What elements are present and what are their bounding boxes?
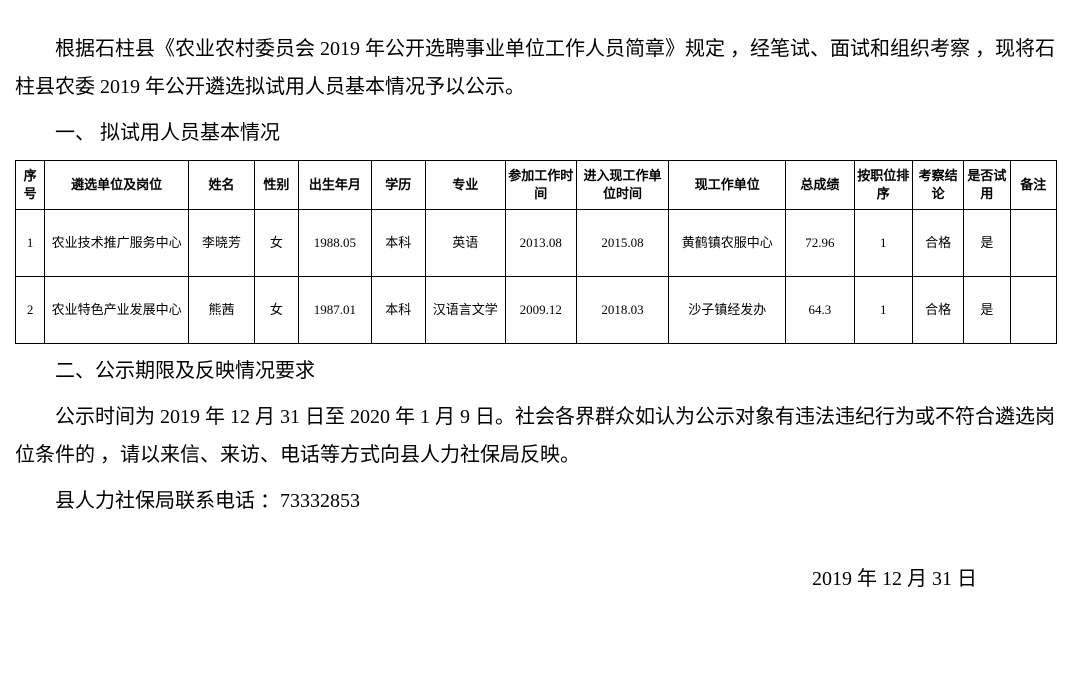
table-cell: 72.96 [786,210,854,277]
contact-phone: 县人力社保局联系电话 ：73332853 [15,482,1057,520]
table-header: 出生年月 [298,161,371,210]
publish-date: 2019 年 12 月 31 日 [15,560,1057,598]
table-cell: 1988.05 [298,210,371,277]
table-cell: 汉语言文学 [425,277,505,344]
table-header: 备注 [1010,161,1056,210]
table-row: 1农业技术推广服务中心李晓芳女1988.05本科英语2013.082015.08… [16,210,1057,277]
table-header: 按职位排序 [854,161,913,210]
table-cell: 2013.08 [505,210,576,277]
section-2-heading: 二、公示期限及反映情况要求 [15,352,1057,390]
table-cell: 1 [854,210,913,277]
table-cell: 沙子镇经发办 [669,277,786,344]
table-header: 参加工作时间 [505,161,576,210]
table-cell: 本科 [371,277,425,344]
table-header: 现工作单位 [669,161,786,210]
table-row: 2农业特色产业发展中心熊茜女1987.01本科汉语言文学2009.122018.… [16,277,1057,344]
table-cell: 合格 [913,277,964,344]
section-1-heading: 一、 拟试用人员基本情况 [15,114,1057,152]
table-cell: 女 [254,210,298,277]
table-cell: 熊茜 [189,277,255,344]
table-header: 学历 [371,161,425,210]
notice-period-paragraph: 公示时间为 2019 年 12 月 31 日至 2020 年 1 月 9 日。社… [15,398,1057,474]
table-header: 姓名 [189,161,255,210]
table-cell [1010,210,1056,277]
table-cell: 1 [16,210,45,277]
table-cell: 64.3 [786,277,854,344]
table-cell: 农业技术推广服务中心 [45,210,189,277]
table-header: 是否试用 [964,161,1010,210]
table-header: 总成绩 [786,161,854,210]
table-cell: 本科 [371,210,425,277]
table-cell: 1987.01 [298,277,371,344]
table-cell: 2 [16,277,45,344]
table-header: 遴选单位及岗位 [45,161,189,210]
table-cell [1010,277,1056,344]
table-cell: 1 [854,277,913,344]
table-header: 专业 [425,161,505,210]
table-header: 序号 [16,161,45,210]
table-header: 性别 [254,161,298,210]
table-cell: 英语 [425,210,505,277]
table-cell: 黄鹤镇农服中心 [669,210,786,277]
personnel-table: 序号遴选单位及岗位姓名性别出生年月学历专业参加工作时间进入现工作单位时间现工作单… [15,160,1057,344]
intro-paragraph: 根据石柱县《农业农村委员会 2019 年公开选聘事业单位工作人员简章》规定 ，经… [15,30,1057,106]
table-header: 进入现工作单位时间 [576,161,669,210]
table-cell: 2018.03 [576,277,669,344]
table-header: 考察结论 [913,161,964,210]
table-cell: 合格 [913,210,964,277]
table-cell: 是 [964,210,1010,277]
table-cell: 2009.12 [505,277,576,344]
table-cell: 是 [964,277,1010,344]
table-cell: 女 [254,277,298,344]
table-cell: 2015.08 [576,210,669,277]
table-cell: 李晓芳 [189,210,255,277]
table-cell: 农业特色产业发展中心 [45,277,189,344]
